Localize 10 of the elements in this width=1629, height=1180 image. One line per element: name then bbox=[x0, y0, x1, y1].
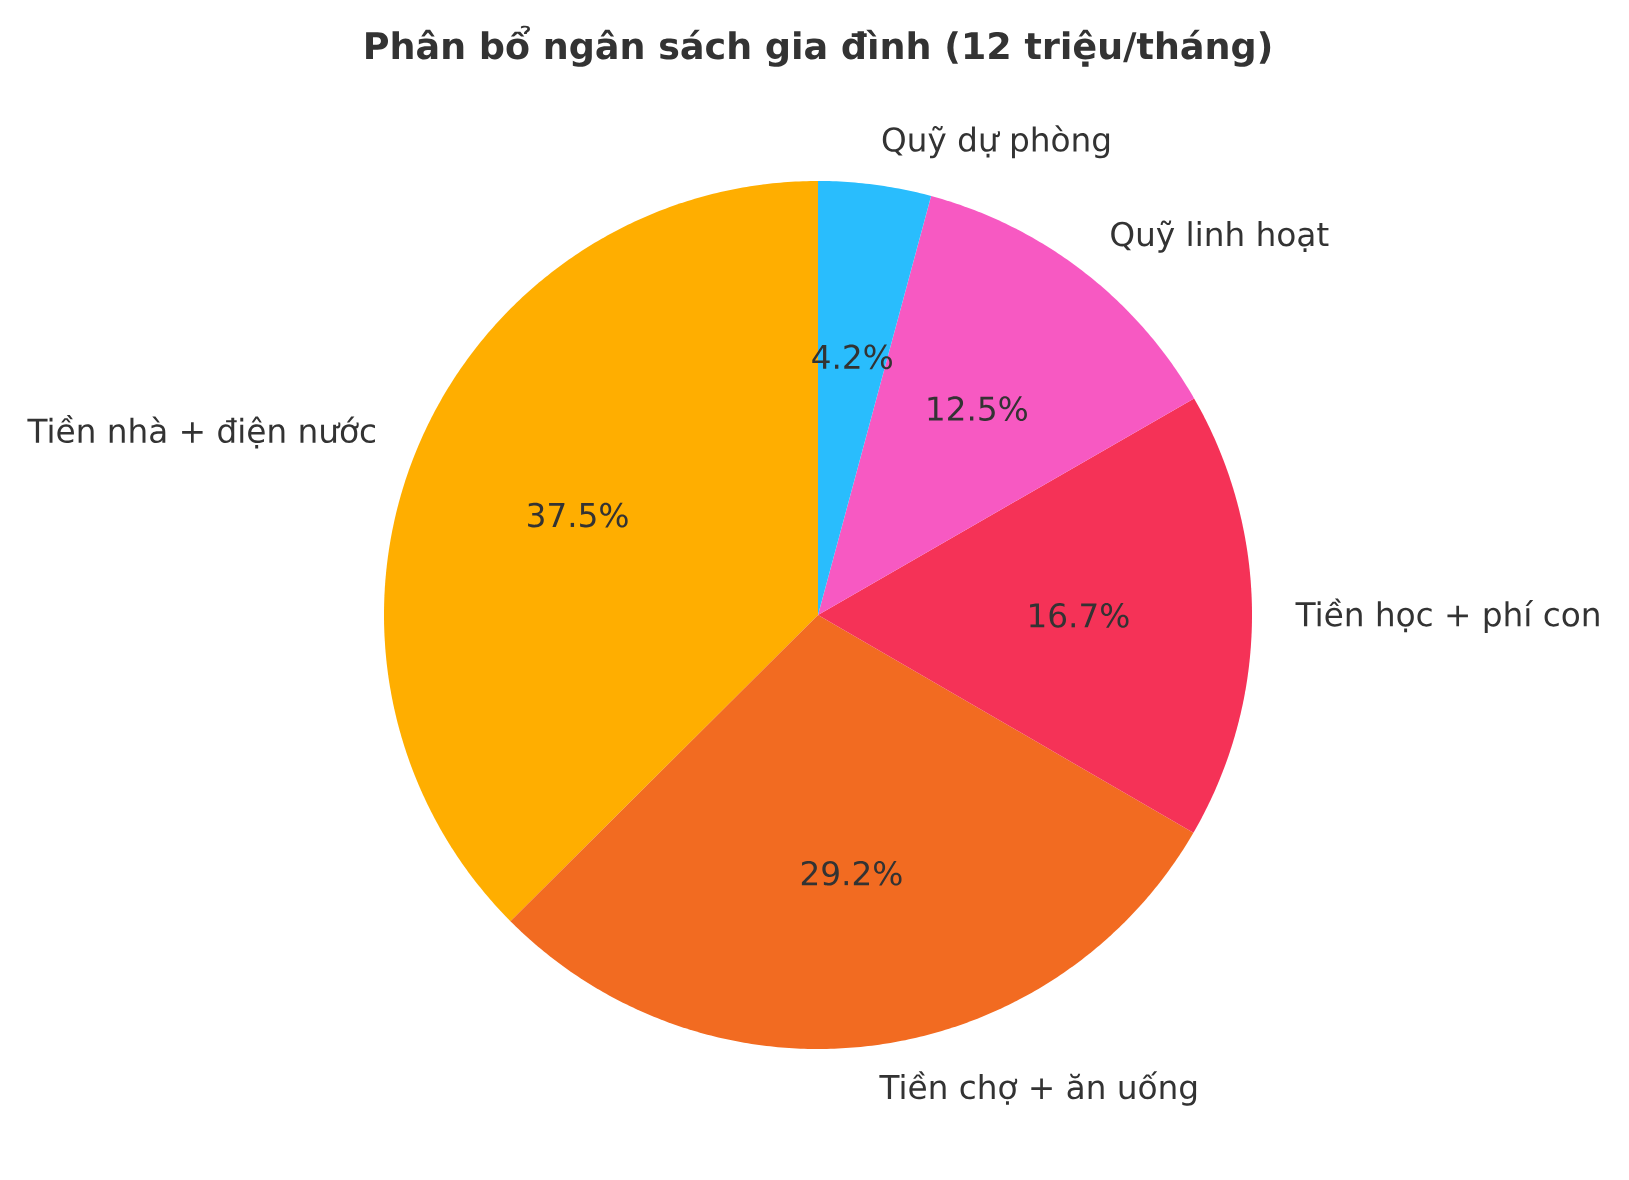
data-label: 12.5% bbox=[928, 396, 1027, 421]
chart-title: Phân bổ ngân sách gia đình (12 triệu/tháng) bbox=[366, 25, 1271, 67]
data-label: 29.2% bbox=[801, 860, 902, 886]
slice-label: Tiền nhà + điện nước bbox=[27, 414, 375, 449]
data-label: 16.7% bbox=[1030, 603, 1129, 628]
slice-label: Quỹ dự phòng bbox=[882, 125, 1110, 159]
slice-label: Tiền học + phí con bbox=[1295, 598, 1599, 633]
slice-label: Quỹ linh hoạt bbox=[1111, 220, 1329, 253]
data-label: 37.5% bbox=[528, 502, 628, 528]
slice-label: Tiền chợ + ăn uống bbox=[879, 1071, 1197, 1106]
